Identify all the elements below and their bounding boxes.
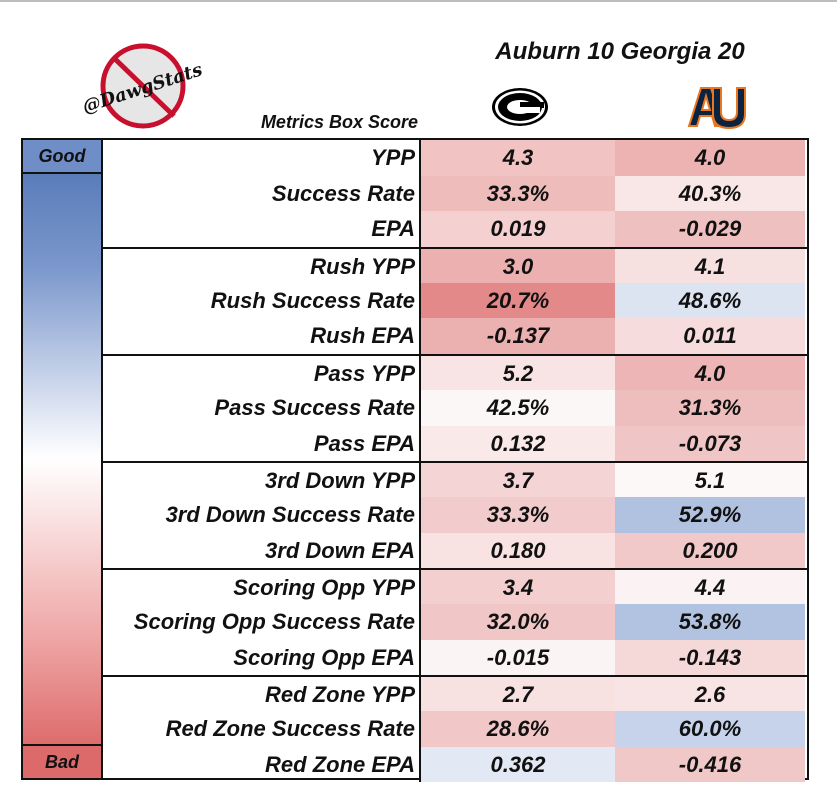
georgia-value: 3.7 (421, 463, 615, 497)
table-rows: YPP 4.3 4.0 Success Rate 33.3% 40.3% EPA 0.019-… (103, 140, 807, 783)
metric-label: Rush YPP (103, 249, 421, 283)
table-row: Scoring Opp Success Rate 32.0% 53.8% (103, 603, 807, 640)
table-row: Pass Success Rate 42.5% 31.3% (103, 389, 807, 426)
metric-label: Pass Success Rate (103, 389, 421, 426)
auburn-value: 4.0 (615, 140, 805, 176)
georgia-value: -0.137 (421, 318, 615, 355)
metric-label: Rush Success Rate (103, 282, 421, 319)
table-row: Pass EPA 0.132 -0.073 (103, 425, 807, 462)
auburn-value: 2.6 (615, 677, 805, 711)
subtitle: Metrics Box Score (260, 112, 418, 132)
table-row: Rush YPP 3.0 4.1 (103, 247, 807, 283)
georgia-g-logo-icon (492, 88, 548, 126)
table-row: 3rd Down Success Rate 33.3% 52.9% (103, 496, 807, 533)
metric-label: Red Zone YPP (103, 677, 421, 711)
game-title: Auburn 10 Georgia 20 (495, 38, 745, 65)
top-border (0, 0, 837, 2)
auburn-value: 52.9% (615, 496, 805, 533)
georgia-value: 20.7% (421, 282, 615, 319)
table-row: Red Zone EPA 0.362 -0.416 (103, 746, 807, 783)
metric-label: Red Zone EPA (103, 746, 421, 783)
color-scale: Good Bad (23, 140, 103, 778)
georgia-value: 42.5% (421, 389, 615, 426)
auburn-value: 4.0 (615, 356, 805, 390)
georgia-value: 0.132 (421, 425, 615, 462)
metric-label: Pass YPP (103, 356, 421, 390)
auburn-value: 53.8% (615, 603, 805, 640)
georgia-value: 32.0% (421, 603, 615, 640)
georgia-value: -0.015 (421, 639, 615, 676)
georgia-value: 4.3 (421, 140, 615, 176)
good-label: Good (23, 140, 101, 174)
metric-label: Scoring Opp Success Rate (103, 603, 421, 640)
auburn-value: 0.200 (615, 532, 805, 569)
metric-label: Red Zone Success Rate (103, 711, 421, 747)
table-row: Rush EPA -0.137 0.011 (103, 318, 807, 355)
auburn-au-logo-icon (687, 87, 746, 130)
georgia-value: 33.3% (421, 175, 615, 212)
auburn-value: -0.416 (615, 746, 805, 783)
table-row: 3rd Down YPP 3.7 5.1 (103, 461, 807, 497)
table-row: EPA 0.019 -0.029 (103, 211, 807, 248)
georgia-value: 5.2 (421, 356, 615, 390)
metric-label: Scoring Opp EPA (103, 639, 421, 676)
auburn-value: -0.143 (615, 639, 805, 676)
table-row: Red Zone Success Rate 28.6% 60.0% (103, 711, 807, 747)
auburn-value: 4.4 (615, 570, 805, 604)
metric-label: Rush EPA (103, 318, 421, 355)
auburn-value: 0.011 (615, 318, 805, 355)
metric-label: Pass EPA (103, 425, 421, 462)
georgia-value: 33.3% (421, 496, 615, 533)
metric-label: YPP (103, 140, 421, 176)
georgia-value: 0.362 (421, 746, 615, 783)
metric-label: 3rd Down Success Rate (103, 496, 421, 533)
georgia-value: 3.4 (421, 570, 615, 604)
table-row: Success Rate 33.3% 40.3% (103, 175, 807, 212)
metric-label: Scoring Opp YPP (103, 570, 421, 604)
table-row: 3rd Down EPA 0.180 0.200 (103, 532, 807, 569)
auburn-value: 40.3% (615, 175, 805, 212)
metric-label: 3rd Down EPA (103, 532, 421, 569)
auburn-value: 48.6% (615, 282, 805, 319)
georgia-value: 3.0 (421, 249, 615, 283)
georgia-value: 2.7 (421, 677, 615, 711)
georgia-value: 0.019 (421, 211, 615, 248)
auburn-value: 60.0% (615, 711, 805, 747)
metrics-table: Good Bad YPP 4.3 4.0 Success Rate 33.3% 40.3%… (21, 138, 809, 783)
table-row: Pass YPP 5.2 4.0 (103, 354, 807, 390)
auburn-value: 5.1 (615, 463, 805, 497)
metric-label: 3rd Down YPP (103, 463, 421, 497)
table-row: Scoring Opp YPP 3.4 4.4 (103, 568, 807, 604)
auburn-value: 4.1 (615, 249, 805, 283)
dawgstats-logo: @DawgStats (82, 43, 204, 129)
bad-label: Bad (23, 744, 101, 778)
metric-label: EPA (103, 211, 421, 248)
auburn-value: -0.073 (615, 425, 805, 462)
metric-label: Success Rate (103, 175, 421, 212)
table-row: Red Zone YPP 2.7 2.6 (103, 675, 807, 711)
auburn-value: 31.3% (615, 389, 805, 426)
table-row: YPP 4.3 4.0 (103, 140, 807, 176)
table-row: Scoring Opp EPA -0.015 -0.143 (103, 639, 807, 676)
auburn-value: -0.029 (615, 211, 805, 248)
table-row: Rush Success Rate 20.7% 48.6% (103, 282, 807, 319)
georgia-value: 28.6% (421, 711, 615, 747)
georgia-value: 0.180 (421, 532, 615, 569)
